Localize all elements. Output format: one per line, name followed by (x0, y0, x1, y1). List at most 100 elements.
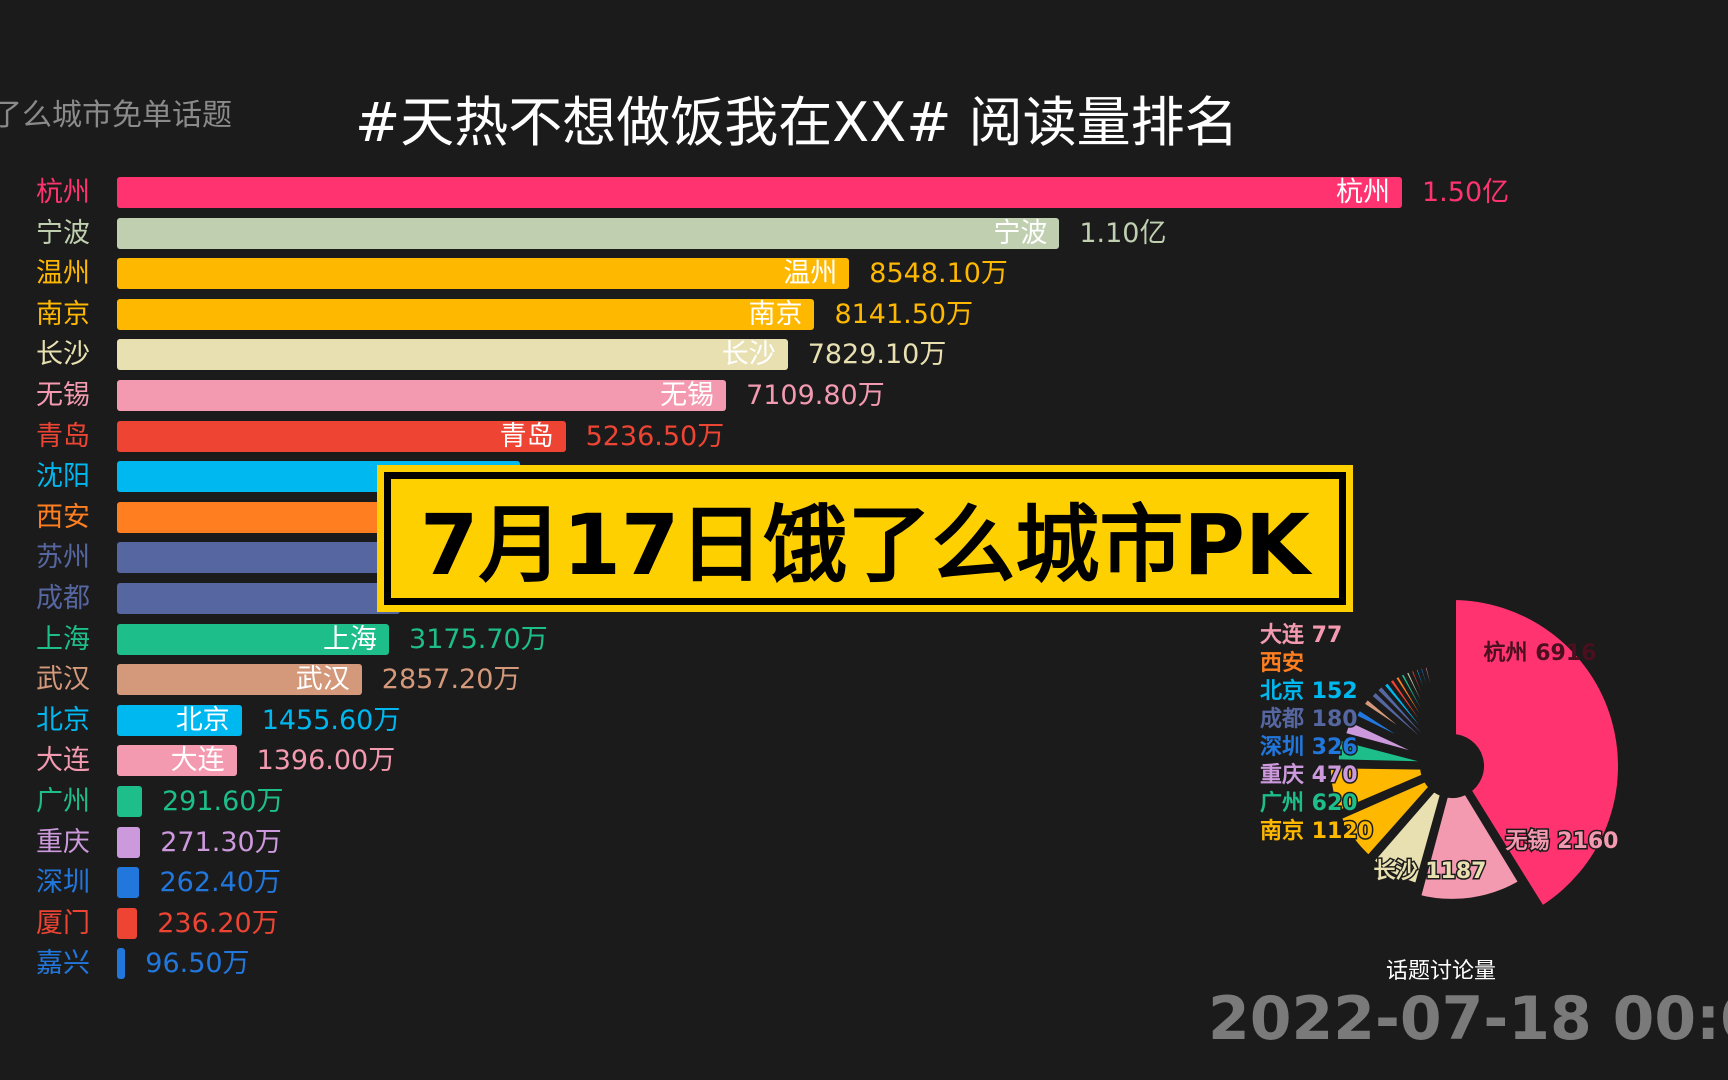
bar (117, 583, 400, 614)
bar-inner-label: 上海 (323, 623, 378, 655)
category-label: 大连 (36, 745, 90, 777)
value-label: 1455.60万 (261, 704, 401, 736)
bar (117, 867, 140, 899)
bar-row: 深圳 262.40万 (0, 867, 1728, 899)
value-label: 8548.10万 (869, 258, 1008, 290)
pie-slice (1322, 760, 1432, 821)
bar-row: 南京 南京 8141.50万 (0, 298, 1728, 330)
bar-row: 厦门 236.20万 (0, 907, 1728, 939)
pie-label: 杭州 6916 (1484, 640, 1597, 666)
bar: 无锡 (117, 380, 727, 411)
category-label: 武汉 (36, 664, 90, 696)
category-label: 长沙 (36, 339, 90, 371)
bar-row: 苏州 (0, 542, 1728, 574)
category-label: 杭州 (36, 177, 90, 208)
bar: 大连 (117, 745, 237, 777)
bar-row: 温州 温州 8548.10万 (0, 258, 1728, 290)
bar-row: 无锡 无锡 7109.80万 (0, 380, 1728, 411)
bar-inner-label: 宁波 (993, 217, 1048, 249)
value-label: 1396.00万 (256, 745, 396, 777)
bar-inner-label: 北京 (175, 704, 230, 736)
category-label: 西安 (36, 501, 90, 533)
bar-inner-label: 长沙 (721, 339, 776, 371)
pie-slice (1353, 689, 1437, 757)
bar-row: 宁波 宁波 1.10亿 (0, 217, 1728, 249)
value-label: 1.50亿 (1422, 177, 1510, 208)
value-label: 5236.50万 (585, 420, 725, 452)
value-label: 8141.50万 (834, 298, 974, 330)
category-label: 重庆 (36, 826, 90, 858)
bar: 武汉 (117, 664, 362, 696)
bar: 青岛 (117, 420, 566, 452)
bar-inner-label: 杭州 (1336, 177, 1390, 208)
chart-title: #天热不想做饭我在XX# 阅读量排名 (355, 91, 1239, 154)
bar-row: 成都 (0, 583, 1728, 614)
category-label: 无锡 (36, 380, 90, 411)
bar (117, 786, 142, 817)
pie-label: 北京 152 (1260, 678, 1358, 704)
bar-inner-label: 无锡 (660, 380, 715, 411)
bar-row: 杭州 杭州 1.50亿 (0, 177, 1728, 208)
pie-label: 南京 1120 (1260, 818, 1373, 844)
category-label: 宁波 (36, 217, 90, 249)
category-label: 苏州 (36, 542, 90, 574)
category-label: 成都 (36, 583, 90, 614)
bar: 北京 (117, 704, 242, 736)
overlay-banner: 7月17日饿了么城市PK (377, 465, 1353, 612)
bar-row: 北京 北京 1455.60万 (0, 704, 1728, 736)
bar-inner-label: 青岛 (499, 420, 554, 452)
category-label: 厦门 (36, 907, 90, 939)
pie-label: 成都 180 (1260, 707, 1358, 732)
bar-row: 大连 大连 1396.00万 (0, 745, 1728, 777)
category-label: 上海 (36, 623, 90, 655)
category-label: 温州 (36, 258, 90, 290)
value-label: 271.30万 (160, 826, 282, 858)
bar-row: 重庆 271.30万 (0, 826, 1728, 858)
bar-row: 上海 上海 3175.70万 (0, 623, 1728, 655)
bar (117, 542, 426, 574)
category-label: 北京 (36, 704, 90, 736)
value-label: 7829.10万 (807, 339, 947, 371)
category-label: 嘉兴 (36, 948, 90, 980)
value-label: 7109.80万 (746, 380, 885, 411)
pie-slice (1411, 784, 1529, 907)
category-label: 广州 (36, 786, 90, 817)
bar-row: 青岛 青岛 5236.50万 (0, 420, 1728, 452)
bar: 长沙 (117, 339, 788, 371)
category-label: 南京 (36, 298, 90, 330)
category-label: 沈阳 (36, 461, 90, 493)
value-label: 1.10亿 (1079, 217, 1167, 249)
value-label: 236.20万 (157, 907, 279, 939)
bar (117, 907, 138, 939)
category-label: 青岛 (36, 420, 90, 452)
bar-inner-label: 温州 (783, 258, 838, 290)
pie-label: 长沙 1187 (1374, 859, 1487, 884)
bar-row: 长沙 长沙 7829.10万 (0, 339, 1728, 371)
pie-label: 大连 77 (1260, 622, 1342, 648)
bar-row: 武汉 武汉 2857.20万 (0, 664, 1728, 696)
pie-caption: 话题讨论量 (1386, 959, 1497, 984)
bar: 宁波 (117, 217, 1060, 249)
bar: 南京 (117, 298, 815, 330)
bar: 温州 (117, 258, 850, 290)
category-label: 深圳 (36, 867, 90, 899)
bar-row: 嘉兴 96.50万 (0, 948, 1728, 980)
overlay-text: 7月17日饿了么城市PK (384, 472, 1346, 605)
subtitle: 了么城市免单话题 (0, 98, 232, 133)
pie-label: 无锡 2160 (1506, 829, 1619, 854)
value-label: 96.50万 (145, 948, 250, 980)
pie-label: 广州 620 (1260, 790, 1358, 816)
value-label: 262.40万 (159, 867, 281, 899)
pie-slice (1422, 664, 1448, 741)
pie-label: 西安 (1260, 650, 1304, 676)
value-label: 3175.70万 (409, 623, 548, 655)
pie-label: 深圳 326 (1260, 735, 1358, 760)
value-label: 2857.20万 (381, 664, 521, 696)
bar-inner-label: 武汉 (295, 664, 350, 696)
bar (117, 948, 126, 980)
bar: 上海 (117, 623, 390, 655)
date-stamp: 2022-07-18 00:00 (1208, 984, 1728, 1054)
bar (117, 826, 141, 858)
bar-inner-label: 南京 (748, 298, 803, 330)
